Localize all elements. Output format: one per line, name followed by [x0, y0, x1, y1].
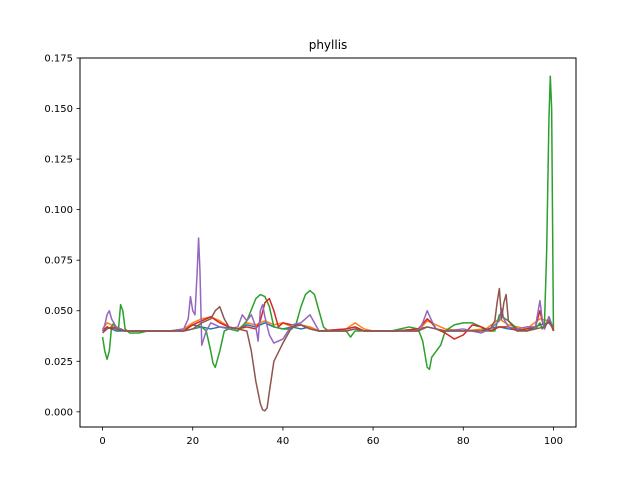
y-tick-label: 0.150	[44, 104, 73, 115]
y-tick-label: 0.025	[44, 357, 73, 368]
y-tick-label: 0.125	[44, 155, 73, 166]
y-tick-label: 0.050	[44, 306, 73, 317]
y-axis: 0.000 0.025 0.050 0.075 0.100 0.125 0.150 0.175	[44, 54, 80, 418]
chart-title: phyllis	[309, 38, 348, 52]
series-line-5	[101, 237, 555, 346]
x-tick-label: 60	[367, 436, 380, 447]
x-tick-label: 80	[457, 436, 470, 447]
x-axis: 0 20 40 60 80 100	[99, 427, 563, 447]
x-tick-label: 20	[186, 436, 199, 447]
x-tick-label: 40	[277, 436, 290, 447]
y-tick-label: 0.000	[44, 407, 73, 418]
x-tick-label: 100	[544, 436, 563, 447]
series-layer	[101, 75, 555, 412]
series-line-6	[102, 287, 555, 412]
y-tick-label: 0.075	[44, 256, 73, 267]
x-tick-label: 0	[99, 436, 105, 447]
y-tick-label: 0.175	[44, 54, 73, 65]
plot-frame	[79, 57, 577, 428]
y-tick-label: 0.100	[44, 205, 73, 216]
